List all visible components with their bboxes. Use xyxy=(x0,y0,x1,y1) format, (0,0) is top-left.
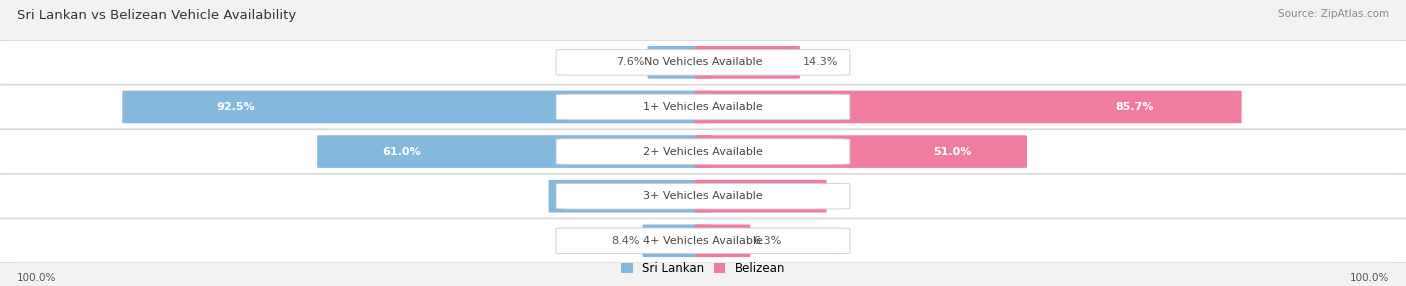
FancyBboxPatch shape xyxy=(695,135,1026,168)
Text: Sri Lankan vs Belizean Vehicle Availability: Sri Lankan vs Belizean Vehicle Availabil… xyxy=(17,9,297,21)
FancyBboxPatch shape xyxy=(122,91,711,123)
Text: Source: ZipAtlas.com: Source: ZipAtlas.com xyxy=(1278,9,1389,19)
Text: 51.0%: 51.0% xyxy=(932,147,972,156)
FancyBboxPatch shape xyxy=(557,94,849,120)
FancyBboxPatch shape xyxy=(695,225,751,257)
Text: 3+ Vehicles Available: 3+ Vehicles Available xyxy=(643,191,763,201)
Text: 7.6%: 7.6% xyxy=(616,57,645,67)
FancyBboxPatch shape xyxy=(695,46,800,79)
Text: 4+ Vehicles Available: 4+ Vehicles Available xyxy=(643,236,763,246)
Text: No Vehicles Available: No Vehicles Available xyxy=(644,57,762,67)
Text: 100.0%: 100.0% xyxy=(1350,273,1389,283)
FancyBboxPatch shape xyxy=(695,180,827,212)
FancyBboxPatch shape xyxy=(557,183,849,209)
FancyBboxPatch shape xyxy=(548,180,711,212)
Text: 23.6%: 23.6% xyxy=(579,191,617,201)
FancyBboxPatch shape xyxy=(643,225,711,257)
Text: 1+ Vehicles Available: 1+ Vehicles Available xyxy=(643,102,763,112)
FancyBboxPatch shape xyxy=(0,40,1406,84)
Text: 85.7%: 85.7% xyxy=(1115,102,1154,112)
Text: 2+ Vehicles Available: 2+ Vehicles Available xyxy=(643,147,763,156)
FancyBboxPatch shape xyxy=(0,85,1406,129)
Legend: Sri Lankan, Belizean: Sri Lankan, Belizean xyxy=(616,258,790,280)
Text: 6.3%: 6.3% xyxy=(754,236,782,246)
Text: 14.3%: 14.3% xyxy=(803,57,838,67)
Text: 100.0%: 100.0% xyxy=(17,273,56,283)
FancyBboxPatch shape xyxy=(0,130,1406,174)
FancyBboxPatch shape xyxy=(0,219,1406,263)
FancyBboxPatch shape xyxy=(557,139,849,164)
Text: 61.0%: 61.0% xyxy=(382,147,420,156)
FancyBboxPatch shape xyxy=(648,46,711,79)
FancyBboxPatch shape xyxy=(557,228,849,254)
Text: 8.4%: 8.4% xyxy=(612,236,640,246)
FancyBboxPatch shape xyxy=(557,49,849,75)
FancyBboxPatch shape xyxy=(318,135,711,168)
Text: 92.5%: 92.5% xyxy=(217,102,256,112)
FancyBboxPatch shape xyxy=(695,91,1241,123)
Text: 18.6%: 18.6% xyxy=(762,191,801,201)
FancyBboxPatch shape xyxy=(0,174,1406,218)
